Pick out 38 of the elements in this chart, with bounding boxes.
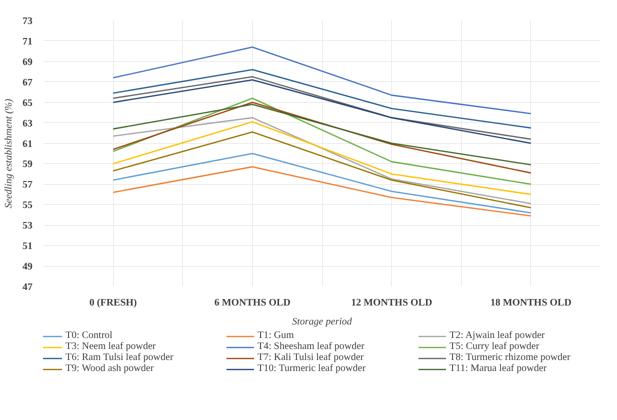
line-series xyxy=(112,131,532,208)
x-tick-label: 12 MONTHS OLD xyxy=(351,298,432,308)
y-tick-label: 69 xyxy=(22,56,32,68)
legend-label: T9: Wood ash powder xyxy=(66,363,155,374)
legend-label: T8: Turmeric rhizome powder xyxy=(450,352,572,363)
line-series xyxy=(112,68,532,129)
legend-label: T11: Marua leaf powder xyxy=(450,363,548,374)
y-axis-title: Seedling establishment (%) xyxy=(4,98,14,208)
line-series xyxy=(112,152,532,214)
line-series xyxy=(112,46,532,114)
y-tick-label: 71 xyxy=(22,36,32,48)
y-tick-label: 59 xyxy=(22,159,32,170)
legend-label: T10: Turmeric leaf powder xyxy=(258,363,367,374)
y-tick-label: 67 xyxy=(22,77,32,88)
line-series xyxy=(112,98,532,185)
line-series xyxy=(112,166,532,217)
y-tick-label: 53 xyxy=(22,220,32,232)
y-tick-label: 61 xyxy=(22,138,32,150)
y-tick-label: 65 xyxy=(22,98,32,109)
y-tick-label: 73 xyxy=(22,16,32,27)
x-axis-title: Storage period xyxy=(292,316,353,328)
legend-label: T7: Kali Tulsi leaf powder xyxy=(258,352,365,363)
legend-label: T4: Sheesham leaf powder xyxy=(258,341,366,352)
y-tick-label: 57 xyxy=(22,180,32,191)
legend-label: T3: Neem leaf powder xyxy=(66,341,157,352)
y-tick-label: 51 xyxy=(22,241,32,252)
x-tick-label: 0 (FRESH) xyxy=(89,298,137,308)
y-tick-label: 47 xyxy=(22,282,32,293)
x-tick-label: 18 MONTHS OLD xyxy=(490,298,572,308)
y-tick-label: 49 xyxy=(22,262,32,273)
y-tick-label: 55 xyxy=(22,200,32,212)
legend-label: T6: Ram Tulsi leaf powder xyxy=(66,352,174,363)
legend-label: T1: Gum xyxy=(258,330,295,341)
y-tick-label: 63 xyxy=(22,118,32,130)
legend-label: T0: Control xyxy=(66,330,114,341)
legend-label: T2: Ajwain leaf powder xyxy=(450,330,546,341)
x-tick-label: 6 MONTHS OLD xyxy=(214,298,290,308)
legend-label: T5: Curry leaf powder xyxy=(450,341,540,352)
